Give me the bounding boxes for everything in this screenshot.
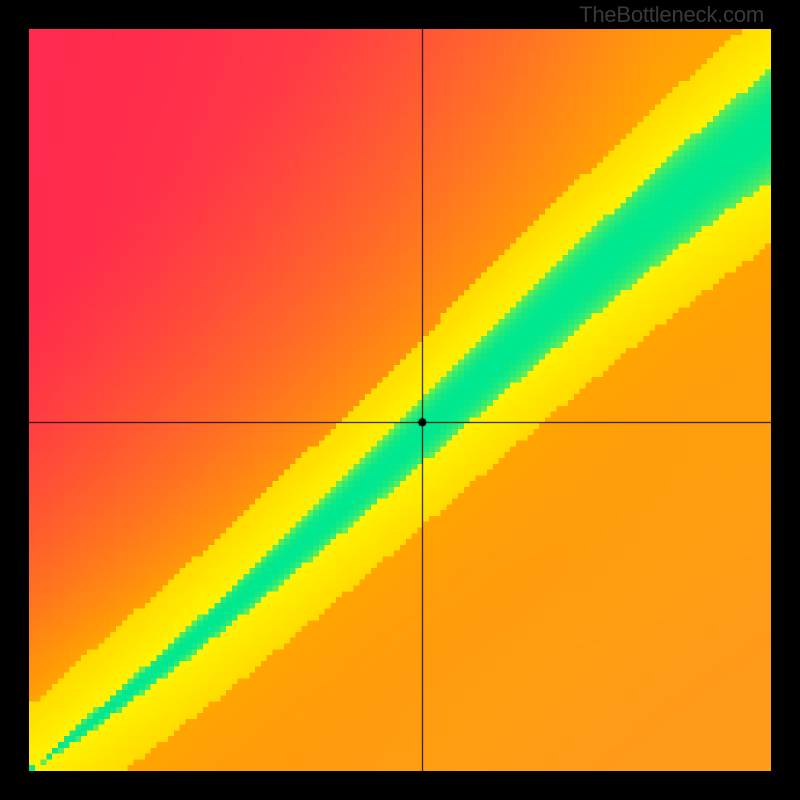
watermark-text: TheBottleneck.com bbox=[579, 2, 764, 28]
bottleneck-heatmap bbox=[29, 29, 771, 771]
chart-container: TheBottleneck.com bbox=[0, 0, 800, 800]
